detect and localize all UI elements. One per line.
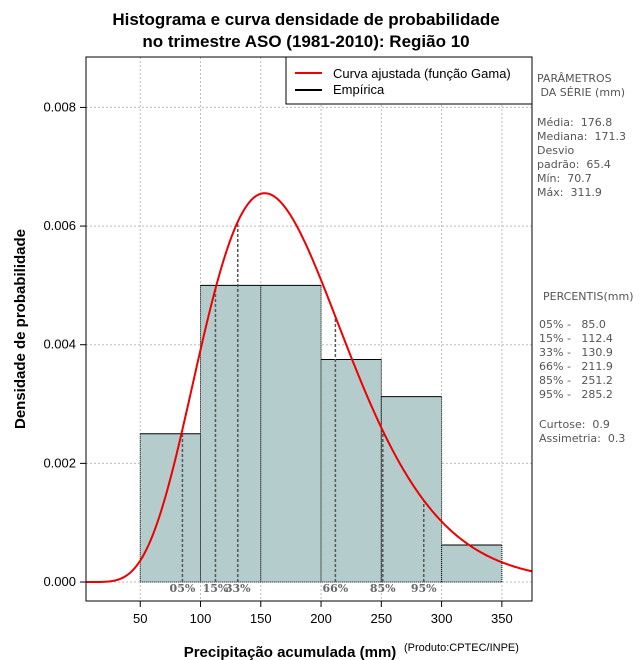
y-tick-label: 0.006	[43, 218, 76, 233]
percentile-label-95%: 95%	[411, 582, 437, 595]
y-tick-label: 0.000	[43, 574, 76, 589]
gamma-curve-layer	[86, 192, 533, 584]
x-tick-label: 150	[250, 611, 272, 626]
credit-text: (Produto:CPTEC/INPE)	[404, 642, 519, 654]
percentile-label-15%: 15%	[203, 582, 229, 595]
percentile-label-66%: 66%	[323, 582, 349, 595]
chart-title-line1: Histograma e curva densidade de probabil…	[112, 10, 499, 29]
x-tick-label: 100	[190, 611, 212, 626]
percentil-95: 95% - 285.2	[539, 388, 613, 401]
legend-box	[285, 56, 533, 105]
gamma-curve	[86, 192, 533, 584]
x-axis-ticks: 50 100 150 200 250 300 350	[133, 601, 513, 626]
y-tick-label: 0.002	[43, 455, 76, 470]
percentil-15: 15% - 112.4	[539, 332, 613, 345]
legend-label-empirical: Empírica	[333, 82, 385, 97]
percentile-lines	[181, 221, 425, 583]
histogram-bar-6	[441, 544, 502, 583]
stat-desvio: Desvio	[537, 144, 575, 157]
y-tick-label: 0.008	[43, 99, 76, 114]
histogram-bars	[139, 284, 503, 583]
params-title-line2: DA SÉRIE (mm)	[537, 86, 625, 99]
x-axis-title: Precipitação acumulada (mm)	[184, 644, 397, 660]
x-tick-label: 300	[431, 611, 453, 626]
side-panel: PARÂMETROS DA SÉRIE (mm) Média: 176.8 Me…	[537, 72, 634, 445]
stat-padrao: padrão: 65.4	[537, 158, 611, 171]
stat-max: Máx: 311.9	[537, 186, 602, 199]
params-title-line1: PARÂMETROS	[537, 72, 612, 85]
x-tick-label: 200	[310, 611, 332, 626]
stat-min: Mín: 70.7	[537, 172, 592, 185]
y-axis-ticks: 0.000 0.002 0.004 0.006 0.008	[43, 99, 86, 589]
y-axis-title: Densidade de probabilidade	[12, 229, 29, 429]
x-tick-label: 50	[133, 611, 147, 626]
stat-mediana: Mediana: 171.3	[537, 130, 626, 143]
chart-title-line2: no trimestre ASO (1981-2010): Região 10	[142, 32, 469, 51]
percentile-label-33%: 33%	[225, 582, 251, 595]
histogram-bar-5	[381, 396, 442, 583]
percentil-85: 85% - 251.2	[539, 374, 613, 387]
y-tick-label: 0.004	[43, 337, 76, 352]
stat-media: Média: 176.8	[537, 116, 612, 129]
x-tick-label: 350	[491, 611, 513, 626]
x-tick-label: 250	[370, 611, 392, 626]
legend: Curva ajustada (função Gama) Empírica	[285, 56, 533, 105]
histogram-bar-1	[140, 433, 201, 583]
histogram-bar-3	[260, 285, 322, 583]
legend-label-curve: Curva ajustada (função Gama)	[333, 66, 511, 81]
percentis-title: PERCENTIS(mm)	[543, 290, 634, 303]
percentil-33: 33% - 130.9	[539, 346, 613, 359]
assimetria: Assimetria: 0.3	[539, 432, 625, 445]
percentile-label-85%: 85%	[370, 582, 396, 595]
percentile-label-05%: 05%	[170, 582, 196, 595]
percentil-05: 05% - 85.0	[539, 318, 606, 331]
curtose: Curtose: 0.9	[539, 418, 610, 431]
percentil-66: 66% - 211.9	[539, 360, 613, 373]
histogram-bar-4	[321, 359, 382, 583]
percentile-labels: 05% 15%33% 66% 85% 95%	[170, 582, 438, 595]
histogram-bar-2	[200, 285, 261, 583]
